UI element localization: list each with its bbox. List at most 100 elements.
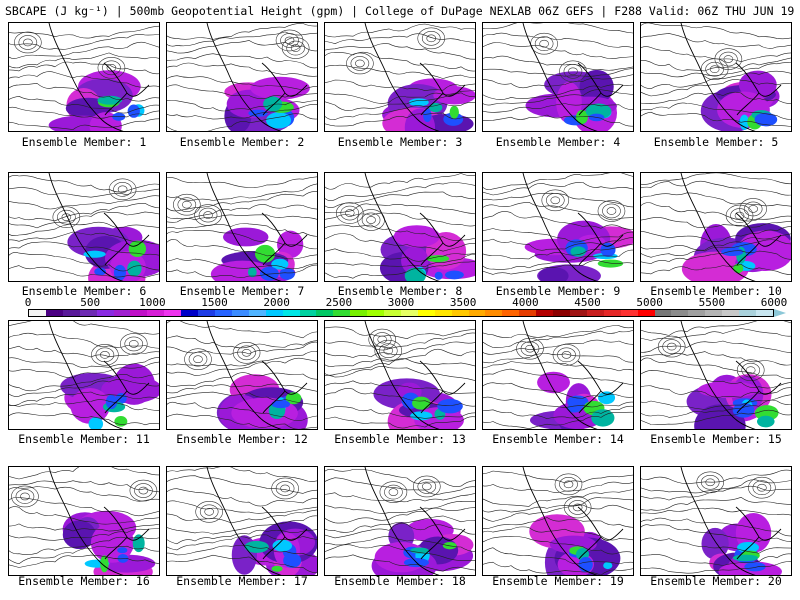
height-contour (167, 23, 317, 40)
ensemble-map-panel (482, 320, 634, 430)
height-contour (9, 412, 159, 426)
colorbar-swatch (586, 310, 604, 316)
cape-core (412, 396, 431, 410)
height-contour (167, 500, 317, 514)
closed-contour (14, 31, 42, 54)
height-contour (325, 544, 475, 561)
height-contour (483, 561, 633, 575)
colorbar-tick-label: 2500 (325, 296, 353, 309)
colorbar-tick-label: 1500 (201, 296, 228, 309)
closed-contour (204, 507, 214, 516)
height-contour (641, 202, 791, 222)
closed-contour (134, 483, 153, 498)
height-contour (483, 361, 633, 372)
closed-contour (541, 189, 570, 212)
height-contour (325, 248, 475, 262)
height-contour (167, 31, 317, 47)
height-contour (167, 357, 317, 376)
colorbar-swatch (722, 310, 740, 316)
height-contour (483, 74, 633, 89)
map-graphic (325, 467, 475, 575)
ensemble-member-label: Ensemble Member: 16 (18, 574, 150, 588)
height-contour (167, 391, 317, 406)
height-contour (483, 32, 633, 48)
cape-area (70, 387, 110, 424)
coastline (680, 467, 782, 575)
cape-core (597, 259, 624, 268)
ensemble-map-panel (640, 22, 792, 132)
cape-core (271, 399, 291, 409)
height-contour (167, 554, 317, 573)
colorbar-swatch (400, 310, 418, 316)
colorbar-swatch (299, 310, 317, 316)
height-contour (325, 522, 475, 539)
height-contour (483, 504, 633, 522)
closed-contour (91, 344, 119, 366)
cape-core (428, 102, 443, 113)
cape-core (128, 240, 147, 258)
height-contour (325, 51, 475, 72)
cape-core (437, 398, 463, 414)
closed-contour (568, 500, 587, 515)
cape-core (570, 246, 586, 257)
colorbar-swatch (637, 310, 655, 316)
height-contour (641, 62, 791, 78)
ensemble-map-panel (8, 22, 160, 132)
ensemble-member-label: Ensemble Member: 14 (492, 432, 624, 446)
colorbar-swatch (130, 310, 148, 316)
colorbar-swatch (265, 310, 283, 316)
colorbar-swatch (468, 310, 486, 316)
height-contour (325, 492, 475, 503)
closed-contour (182, 200, 192, 209)
map-graphic (483, 173, 633, 281)
closed-contour (657, 335, 686, 358)
ensemble-map-panel (166, 22, 318, 132)
closed-contour (705, 478, 716, 487)
height-contour (325, 341, 475, 358)
colorbar-tick-label: 1000 (139, 296, 166, 309)
ensemble-map-panel (324, 320, 476, 430)
coastline (48, 173, 150, 281)
colorbar-swatch (282, 310, 300, 316)
height-contour (641, 369, 791, 389)
height-contour (9, 41, 159, 59)
colorbar-swatch (553, 310, 570, 316)
ensemble-member-label: Ensemble Member: 1 (21, 135, 147, 149)
height-contour (325, 469, 475, 487)
height-contour (641, 351, 791, 366)
cape-core (600, 242, 616, 257)
height-contour (483, 517, 633, 529)
colorbar-swatch (164, 310, 182, 316)
colorbar-tick-label: 3500 (449, 296, 477, 309)
colorbar-tick-label: 4500 (574, 296, 601, 309)
colorbar-swatch (451, 310, 469, 316)
height-contour (325, 191, 475, 208)
closed-contour (417, 479, 437, 494)
closed-contour (714, 48, 743, 70)
height-contour (325, 388, 475, 407)
closed-contour (117, 185, 128, 194)
height-contour (9, 231, 159, 245)
cape-core (449, 105, 459, 119)
coastline (48, 467, 150, 575)
height-contour (325, 173, 475, 190)
map-graphic (325, 23, 475, 131)
closed-contour (119, 333, 148, 355)
cape-core (271, 258, 289, 270)
height-contour (325, 90, 475, 104)
closed-contour (275, 481, 295, 496)
height-contour (9, 106, 159, 119)
cape-core (117, 553, 129, 563)
ensemble-member-label: Ensemble Member: 19 (492, 574, 624, 588)
colorbar-swatch (654, 310, 672, 316)
map-graphic (641, 173, 791, 281)
cape-core (117, 547, 128, 554)
ensemble-map-panel (482, 22, 634, 132)
cape-core (114, 416, 128, 427)
closed-contour (516, 337, 544, 360)
height-contour (325, 507, 475, 524)
height-contour (325, 92, 475, 111)
closed-contour (18, 35, 38, 50)
height-contour (325, 416, 475, 429)
cape-core (423, 108, 432, 123)
